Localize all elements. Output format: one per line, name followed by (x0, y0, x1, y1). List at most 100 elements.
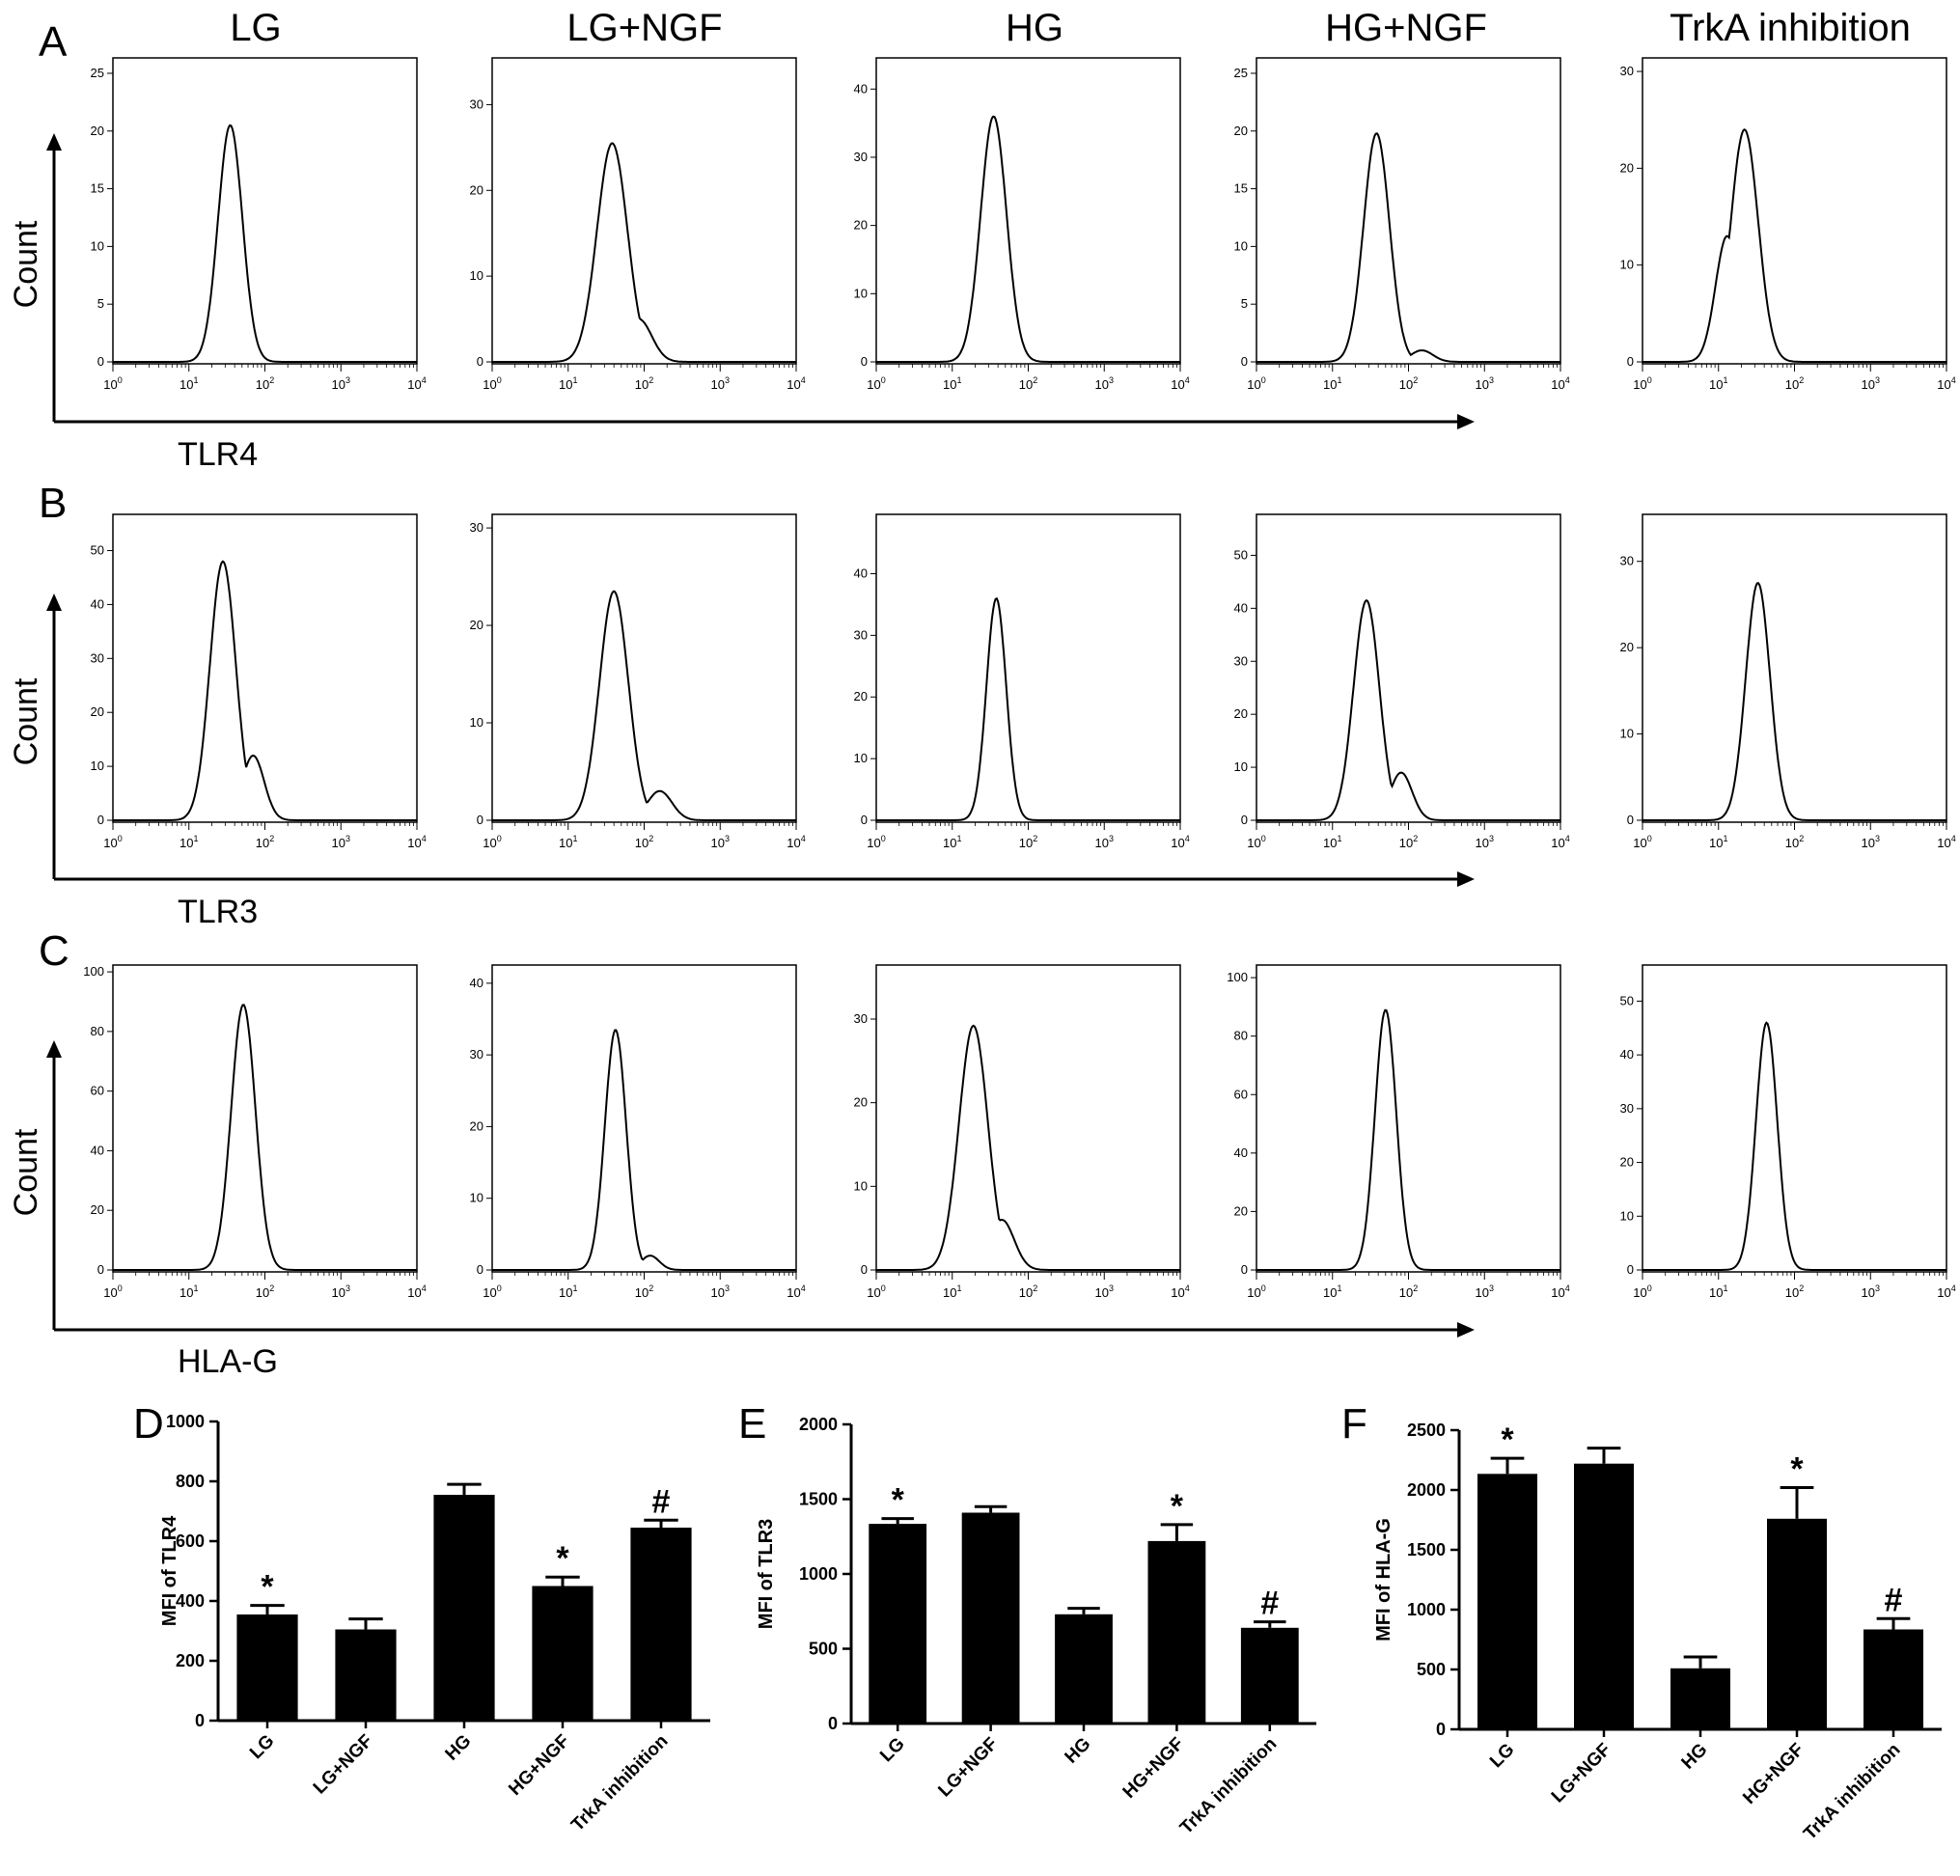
x-tick-label: 102 (1019, 834, 1037, 850)
x-tick-label: 101 (1709, 1283, 1727, 1300)
x-tick-label: 103 (332, 375, 350, 392)
panel-b-hg: 0 10 20 30 40 100 101 102 103 104 (854, 513, 1190, 850)
x-tick-label: 103 (1862, 1283, 1880, 1300)
x-category-label-hg: HG (1678, 1740, 1712, 1774)
histogram-curve (1643, 128, 1946, 363)
plot-frame (1642, 964, 1947, 1273)
y-tick-label: 40 (854, 81, 868, 96)
panel-letter-e: E (738, 1400, 766, 1448)
x-category-label-lg-ngf: LG+NGF (310, 1731, 377, 1799)
x-category-label-hg-ngf: HG+NGF (505, 1731, 573, 1800)
x-tick-label: 102 (256, 1283, 274, 1300)
x-category-label-lg: LG (1486, 1740, 1519, 1773)
panel-c-lg-ngf: 0 10 20 30 40 100 101 102 103 104 (470, 964, 806, 1300)
y-tick-label: 15 (1234, 181, 1248, 196)
histogram-curve (1643, 1021, 1946, 1271)
y-tick-label: 100 (83, 964, 104, 979)
y-tick-label: 2000 (1407, 1480, 1446, 1500)
panel-b-lg-ngf: 0 10 20 30 100 101 102 103 104 (470, 513, 806, 850)
row-b-axes: Count TLR3 (8, 593, 1475, 930)
y-tick-label: 0 (828, 1714, 838, 1733)
row-c-axes: Count HLA-G (8, 1040, 1475, 1380)
panel-c-hg-ngf: 0 20 40 60 80 100 100 101 102 103 104 (1227, 964, 1570, 1300)
y-tick-label: 20 (1234, 1203, 1248, 1218)
y-tick-label: 10 (1620, 258, 1634, 272)
x-tick-label: 100 (867, 834, 885, 850)
bar-lg (1477, 1474, 1537, 1729)
x-tick-label: 103 (1476, 375, 1494, 392)
histogram-curve (1256, 1008, 1560, 1271)
x-tick-label: 100 (1247, 834, 1265, 850)
y-tick-label: 1000 (1407, 1600, 1446, 1619)
y-tick-label: 0 (861, 1262, 868, 1277)
x-tick-label: 104 (1171, 1283, 1189, 1300)
y-tick-label: 0 (1627, 1262, 1634, 1277)
x-category-label-trka-inhibition: TrkA inhibition (567, 1731, 672, 1835)
x-category-label-lg: LG (246, 1731, 279, 1764)
y-tick-label: 30 (1620, 1101, 1634, 1116)
y-tick-label: 20 (854, 1095, 868, 1110)
y-tick-label: 30 (91, 650, 104, 665)
x-category-label-hg: HG (442, 1731, 476, 1765)
y-tick-label: 1000 (799, 1564, 838, 1584)
x-tick-label: 103 (1862, 834, 1880, 850)
bar-chart-tlr4: 0 200 400 600 800 1000 MFI of TLR4 * LG LG+NGF HG *… (159, 1412, 710, 1835)
x-tick-label: 100 (1633, 375, 1651, 392)
x-category-label-hg-ngf: HG+NGF (1119, 1734, 1188, 1803)
y-tick-label: 30 (1620, 64, 1634, 78)
y-tick-label: 20 (91, 1202, 104, 1217)
y-tick-label: 80 (91, 1024, 104, 1038)
x-category-label-lg-ngf: LG+NGF (1548, 1740, 1615, 1807)
y-tick-label: 800 (176, 1472, 205, 1491)
y-tick-label: 0 (477, 1262, 483, 1277)
histogram-curve (492, 142, 796, 363)
y-tick-label: 30 (470, 520, 483, 535)
x-tick-label: 101 (1323, 834, 1341, 850)
x-tick-label: 100 (103, 1283, 122, 1300)
y-tick-label: 500 (809, 1640, 838, 1659)
y-tick-label: 20 (1234, 124, 1248, 138)
y-tick-label: 100 (1227, 970, 1248, 984)
column-title-hg-ngf: HG+NGF (1325, 7, 1487, 49)
plot-frame (112, 57, 418, 365)
x-tick-label: 101 (1323, 1283, 1341, 1300)
x-tick-label: 101 (1709, 375, 1727, 392)
x-tick-label: 104 (787, 1283, 805, 1300)
y-tick-label: 0 (1241, 813, 1248, 827)
x-tick-label: 102 (1019, 1283, 1037, 1300)
histogram-curve (876, 1024, 1180, 1271)
y-tick-label: 200 (176, 1651, 205, 1670)
y-tick-label: 10 (1234, 238, 1248, 253)
y-tick-label: 30 (1234, 653, 1248, 668)
y-tick-label: 10 (1234, 759, 1248, 774)
x-tick-label: 103 (332, 1283, 350, 1300)
y-tick-label: 25 (91, 66, 104, 80)
y-tick-label: 10 (854, 1178, 868, 1193)
bar-trka-inhibition (630, 1528, 692, 1721)
plot-frame (112, 513, 418, 823)
y-tick-label: 0 (1241, 1262, 1248, 1277)
panel-a-lg-ngf: 0 10 20 30 100 101 102 103 104 (470, 57, 806, 392)
y-tick-label: 40 (470, 976, 483, 990)
histogram-curve (492, 1029, 796, 1271)
panel-c-trka-inhibition: 0 10 20 30 40 50 100 101 102 103 104 (1620, 964, 1956, 1300)
y-tick-label: 500 (1417, 1660, 1446, 1679)
y-tick-label: 20 (1620, 1155, 1634, 1170)
histogram-curve (113, 124, 417, 363)
y-tick-label: 20 (470, 182, 483, 197)
y-tick-label: 30 (854, 150, 868, 164)
x-tick-label: 102 (1399, 375, 1418, 392)
y-tick-label: 5 (97, 296, 104, 311)
x-tick-label: 103 (1095, 1283, 1114, 1300)
y-tick-label: 0 (97, 1262, 104, 1277)
row-c-x-label: HLA-G (178, 1343, 278, 1380)
y-tick-label: 10 (91, 759, 104, 773)
x-tick-label: 102 (1399, 834, 1418, 850)
panel-a-lg: 0 5 10 15 20 25 100 101 102 103 104 (91, 57, 427, 392)
y-tick-label: 400 (176, 1591, 205, 1611)
x-tick-label: 100 (483, 1283, 501, 1300)
x-tick-label: 102 (635, 834, 653, 850)
y-tick-label: 40 (1234, 1145, 1248, 1160)
x-tick-label: 100 (1247, 375, 1265, 392)
